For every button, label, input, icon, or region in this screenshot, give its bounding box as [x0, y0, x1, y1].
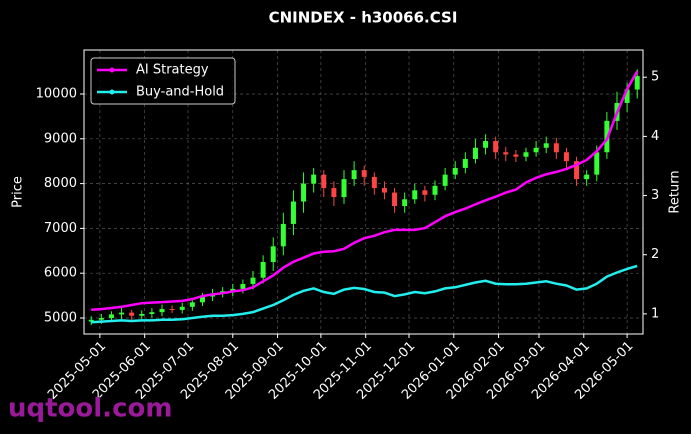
candle-body — [442, 174, 448, 186]
legend-marker — [109, 67, 115, 73]
candle-body — [392, 192, 398, 207]
candle-body — [483, 141, 489, 148]
candle-body — [412, 190, 418, 200]
legend-marker — [109, 89, 115, 95]
candle-body — [301, 183, 307, 202]
y-tick-label: 9000 — [44, 131, 77, 146]
candle-body — [129, 312, 135, 316]
candle-body — [503, 152, 509, 155]
candle-body — [230, 288, 236, 292]
candle-body — [139, 313, 145, 316]
candle-body — [280, 223, 286, 247]
candle-body — [311, 174, 317, 184]
candle-body — [341, 179, 347, 198]
candle-body — [472, 147, 478, 159]
candle-body — [88, 319, 94, 322]
candle-body — [98, 318, 104, 320]
candle-body — [493, 141, 499, 153]
candle-body — [422, 190, 428, 195]
candle-body — [159, 309, 165, 313]
candle-body — [533, 147, 539, 153]
y-axis-label: Price — [11, 176, 26, 208]
watermark: uqtool.com — [8, 394, 172, 424]
candle-body — [331, 188, 337, 198]
y2-tick-label: 4 — [651, 129, 659, 144]
y2-tick-label: 5 — [651, 70, 659, 85]
candle-body — [240, 283, 246, 289]
y-tick-label: 7000 — [44, 221, 77, 236]
candle-body — [543, 143, 549, 148]
candle-body — [553, 143, 559, 153]
plot-frame — [83, 49, 644, 335]
candle-body — [462, 158, 468, 168]
candle-body — [179, 306, 185, 310]
candle-body — [250, 277, 256, 284]
candle-body — [270, 246, 276, 263]
y2-tick-label: 1 — [651, 306, 659, 321]
chart-title: CNINDEX - h30066.CSI — [269, 9, 458, 27]
y-tick-label: 5000 — [44, 311, 77, 326]
candle-body — [169, 309, 175, 311]
candle-body — [119, 312, 125, 315]
y-tick-label: 10000 — [36, 86, 77, 101]
candle-body — [624, 89, 630, 103]
y2-tick-label: 2 — [651, 247, 659, 262]
y2-tick-label: 3 — [651, 188, 659, 203]
candle-body — [321, 174, 327, 189]
candle-body — [574, 161, 580, 180]
legend-label: Buy-and-Hold — [136, 85, 224, 100]
legend-label: AI Strategy — [136, 63, 209, 78]
candle-body — [513, 154, 519, 157]
candle-body — [634, 76, 640, 90]
candle-body — [189, 302, 195, 307]
candle-body — [594, 152, 600, 175]
y2-axis-label: Return — [668, 170, 683, 213]
candle-body — [351, 170, 357, 180]
candle-body — [108, 314, 114, 319]
candle-body — [149, 312, 155, 314]
candle-body — [452, 167, 458, 175]
candle-body — [563, 152, 569, 162]
candle-body — [260, 262, 266, 278]
line — [91, 264, 638, 324]
candle-body — [584, 174, 590, 180]
candle-body — [199, 296, 205, 303]
y-tick-label: 6000 — [44, 266, 77, 281]
candle-body — [402, 199, 408, 207]
line — [91, 70, 639, 311]
candle-body — [381, 188, 387, 193]
candle-body — [290, 201, 296, 224]
candle-body — [361, 170, 367, 177]
candle-body — [432, 185, 438, 195]
y-tick-label: 8000 — [44, 176, 77, 191]
candle-body — [523, 152, 529, 157]
candle-body — [371, 176, 377, 189]
